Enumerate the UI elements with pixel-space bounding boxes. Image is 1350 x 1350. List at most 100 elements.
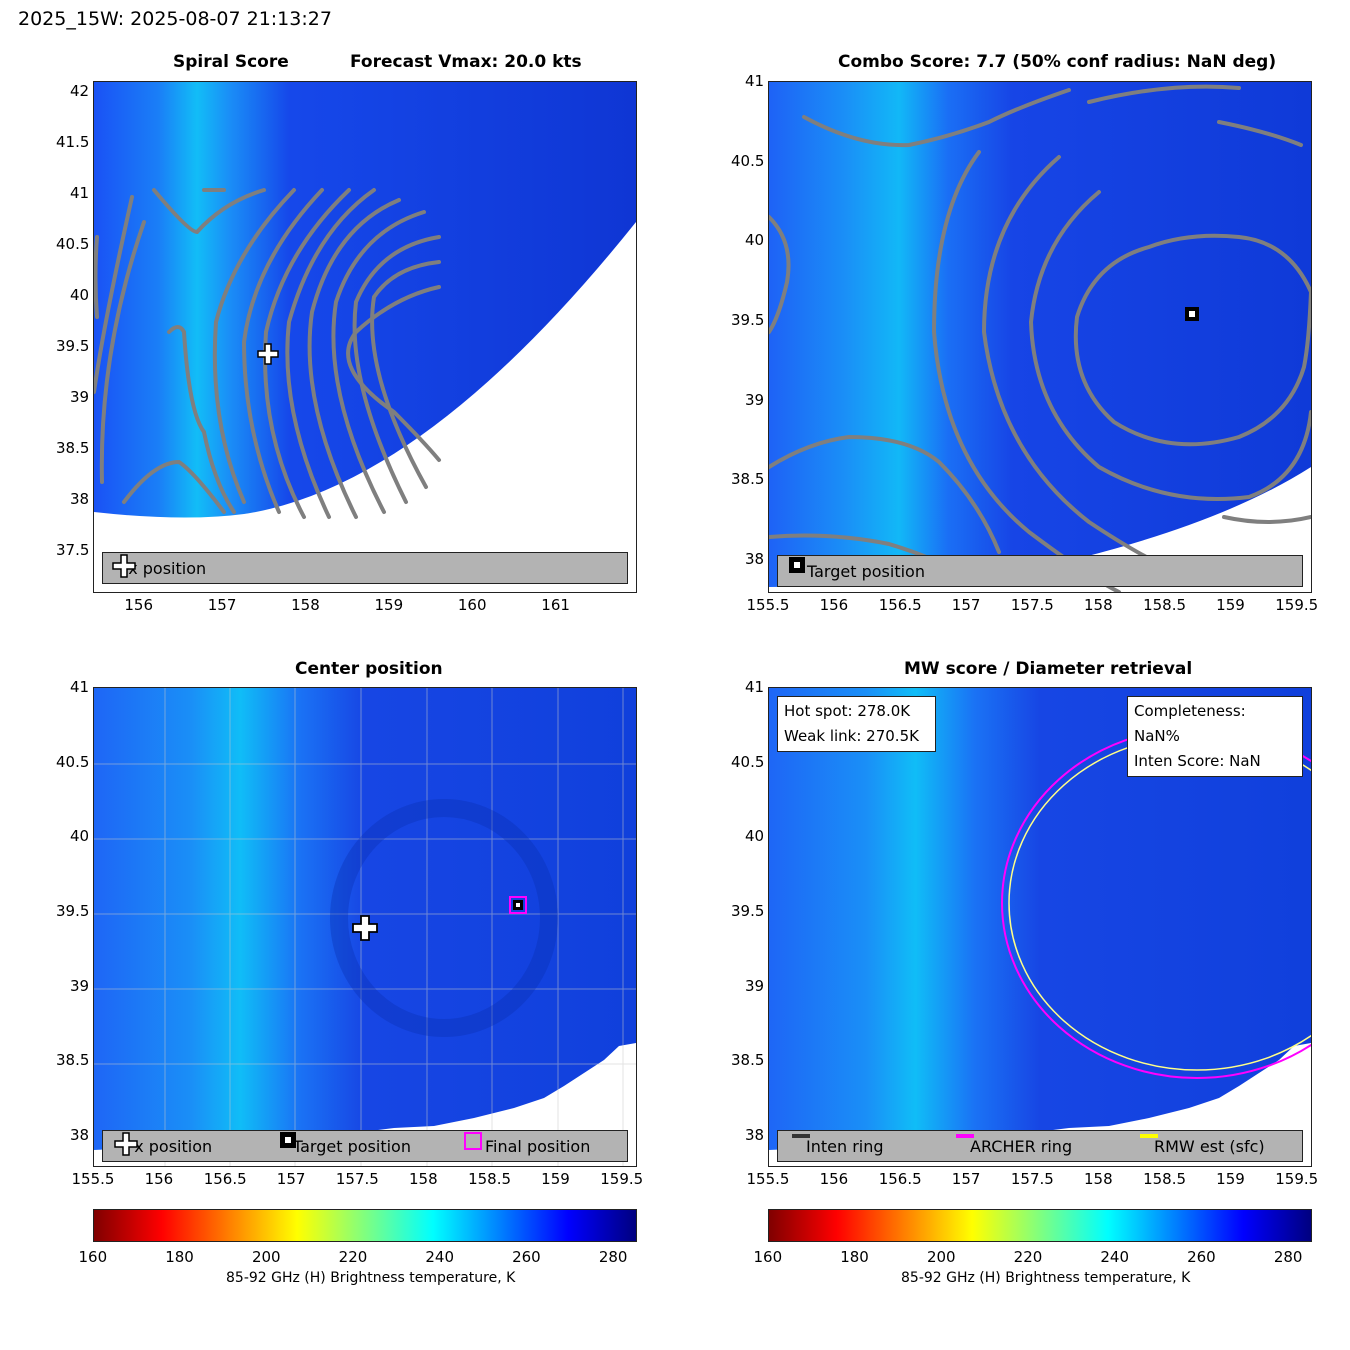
mw-legend: Inten ring ARCHER ring RMW est (sfc)	[777, 1130, 1303, 1162]
y-tick-label: 38.5	[731, 470, 765, 489]
y-tick-label: 41.5	[56, 133, 90, 152]
center-position-plot: Fx position Target position Final positi…	[93, 687, 637, 1167]
x-tick-label: 156	[124, 596, 153, 614]
y-tick-label: 41	[745, 72, 765, 90]
x-tick-label: 156.5	[878, 1170, 922, 1188]
x-tick-label: 158	[1083, 596, 1113, 614]
x-tick-label: 159.5	[1275, 596, 1319, 614]
spiral-legend: Fx position	[102, 552, 628, 584]
colorbar-right-label: 85-92 GHz (H) Brightness temperature, K	[901, 1270, 1191, 1286]
x-tick-label: 156	[819, 596, 849, 614]
x-tick-label: 156.5	[203, 1170, 247, 1188]
target-position-marker	[1185, 307, 1199, 321]
rmw-line-icon	[1140, 1134, 1158, 1138]
colorbar-tick-label: 180	[165, 1248, 194, 1266]
fx-plus-icon	[112, 554, 136, 578]
inten-line-icon	[792, 1134, 810, 1138]
target-square-icon	[789, 557, 805, 573]
x-tick-label: 158.5	[468, 1170, 512, 1188]
y-tick-label: 39	[745, 976, 765, 995]
spiral-score-plot: Fx position	[93, 81, 637, 593]
y-tick-label: 41	[70, 678, 90, 696]
y-tick-label: 40.5	[56, 235, 90, 254]
y-tick-label: 40	[745, 231, 765, 250]
colorbar-tick-label: 280	[598, 1248, 628, 1266]
archer-line-icon	[956, 1134, 974, 1138]
x-tick-label: 159	[1216, 596, 1245, 614]
completeness-box: Completeness: NaN% Inten Score: NaN	[1127, 696, 1303, 777]
x-tick-label: 159.5	[600, 1170, 644, 1188]
x-tick-label: 157	[951, 1170, 981, 1188]
spiral-title: Spiral Score	[173, 52, 289, 72]
colorbar-tick-label: 260	[512, 1248, 541, 1266]
y-tick-label: 40.5	[731, 151, 765, 170]
y-tick-label: 39.5	[731, 902, 765, 921]
grid-lines	[94, 688, 636, 1166]
y-tick-label: 42	[70, 82, 90, 101]
mw-score-plot: Hot spot: 278.0K Weak link: 270.5K Compl…	[768, 687, 1312, 1167]
x-tick-label: 159	[1216, 1170, 1245, 1188]
center-legend: Fx position Target position Final positi…	[102, 1130, 628, 1162]
colorbar-tick-label: 180	[840, 1248, 869, 1266]
mw-title: MW score / Diameter retrieval	[904, 659, 1193, 679]
x-tick-label: 157	[951, 596, 981, 614]
y-tick-label: 41	[70, 184, 90, 203]
y-tick-label: 37.5	[56, 541, 90, 560]
y-tick-label: 38.5	[56, 1051, 90, 1070]
x-tick-label: 158.5	[1143, 1170, 1187, 1188]
inten-score-text: Inten Score: NaN	[1134, 752, 1261, 770]
y-tick-label: 39	[70, 388, 90, 407]
colorbar-right-gradient	[769, 1210, 1311, 1241]
legend-final-label: Final position	[485, 1136, 591, 1156]
weak-link-text: Weak link: 270.5K	[784, 727, 919, 745]
x-tick-label: 159	[374, 596, 404, 614]
x-tick-label: 155.5	[746, 596, 790, 614]
colorbar-tick-label: 240	[1100, 1248, 1130, 1266]
y-tick-label: 40	[70, 827, 90, 846]
x-tick-label: 157.5	[335, 1170, 379, 1188]
x-tick-label: 156.5	[878, 596, 922, 614]
spiral-contours	[94, 188, 441, 519]
hot-spot-text: Hot spot: 278.0K	[784, 702, 911, 720]
forecast-vmax-title: Forecast Vmax: 20.0 kts	[350, 52, 582, 72]
y-tick-label: 40	[745, 827, 765, 846]
x-tick-label: 156	[144, 1170, 174, 1188]
colorbar-tick-label: 160	[753, 1248, 783, 1266]
colorbar-tick-label: 280	[1273, 1248, 1303, 1266]
hotspot-box: Hot spot: 278.0K Weak link: 270.5K	[777, 696, 936, 752]
legend-archer-label: ARCHER ring	[970, 1136, 1073, 1156]
target-position-marker	[513, 900, 523, 910]
figure-title: 2025_15W: 2025-08-07 21:13:27	[18, 8, 332, 30]
x-tick-label: 158	[1083, 1170, 1113, 1188]
combo-score-plot: Target position	[768, 81, 1312, 593]
completeness-text: Completeness: NaN%	[1134, 702, 1246, 745]
y-tick-label: 38.5	[56, 439, 90, 458]
legend-inten-label: Inten ring	[806, 1136, 884, 1156]
colorbar-tick-label: 260	[1187, 1248, 1216, 1266]
colorbar-tick-label: 220	[1013, 1248, 1043, 1266]
colorbar-tick-label: 240	[425, 1248, 455, 1266]
y-tick-label: 38	[70, 490, 90, 509]
legend-rmw-label: RMW est (sfc)	[1154, 1136, 1265, 1156]
colorbar-right	[768, 1209, 1312, 1242]
x-tick-label: 157.5	[1010, 596, 1054, 614]
x-tick-label: 156	[819, 1170, 849, 1188]
y-tick-label: 41	[745, 678, 765, 696]
center-title: Center position	[295, 659, 443, 679]
y-tick-label: 39.5	[56, 337, 90, 356]
y-tick-label: 38	[70, 1126, 90, 1145]
combo-legend: Target position	[777, 555, 1303, 587]
fx-position-marker	[257, 343, 279, 365]
x-tick-label: 157	[207, 596, 237, 614]
y-tick-label: 38	[745, 1126, 765, 1145]
x-tick-label: 155.5	[746, 1170, 790, 1188]
x-tick-label: 158	[291, 596, 320, 614]
x-tick-label: 161	[541, 596, 570, 614]
fx-position-marker	[352, 915, 378, 941]
x-tick-label: 160	[457, 596, 487, 614]
colorbar-left-label: 85-92 GHz (H) Brightness temperature, K	[226, 1270, 516, 1286]
combo-title: Combo Score: 7.7 (50% conf radius: NaN d…	[838, 52, 1277, 72]
colorbar-tick-label: 200	[251, 1248, 281, 1266]
colorbar-left-gradient	[94, 1210, 636, 1241]
y-tick-label: 39.5	[731, 311, 765, 330]
